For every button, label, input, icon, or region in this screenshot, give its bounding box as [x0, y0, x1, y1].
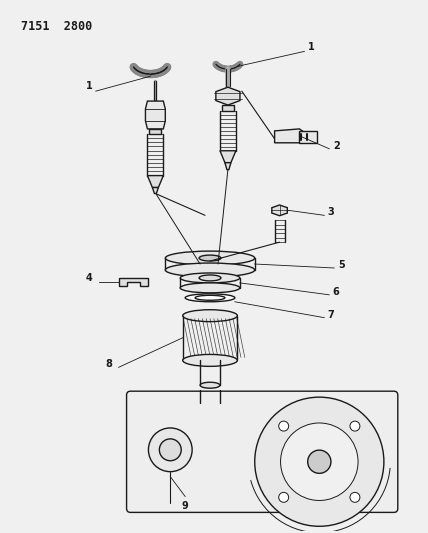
Ellipse shape — [195, 295, 225, 300]
FancyBboxPatch shape — [127, 391, 398, 512]
Text: 5: 5 — [338, 260, 345, 270]
Circle shape — [308, 450, 331, 473]
Ellipse shape — [165, 263, 255, 277]
Polygon shape — [272, 205, 287, 216]
Text: 7151  2800: 7151 2800 — [21, 20, 92, 33]
Polygon shape — [220, 151, 236, 163]
Polygon shape — [216, 87, 240, 105]
Polygon shape — [275, 129, 309, 143]
Ellipse shape — [185, 294, 235, 302]
Text: 3: 3 — [328, 207, 335, 217]
Circle shape — [279, 421, 288, 431]
Ellipse shape — [183, 310, 238, 321]
Ellipse shape — [165, 251, 255, 265]
Ellipse shape — [199, 255, 221, 261]
Circle shape — [281, 423, 358, 500]
Text: 9: 9 — [182, 502, 189, 512]
Text: 1: 1 — [86, 81, 92, 91]
Polygon shape — [300, 131, 317, 143]
Polygon shape — [147, 175, 163, 188]
Text: 2: 2 — [333, 141, 339, 151]
Polygon shape — [119, 278, 149, 286]
Text: 7: 7 — [328, 310, 335, 320]
Polygon shape — [222, 105, 234, 111]
Text: 1: 1 — [308, 43, 315, 52]
Circle shape — [159, 439, 181, 461]
Circle shape — [149, 428, 192, 472]
Polygon shape — [149, 129, 161, 134]
Ellipse shape — [200, 382, 220, 388]
Circle shape — [350, 421, 360, 431]
Ellipse shape — [183, 354, 238, 366]
Circle shape — [350, 492, 360, 502]
Polygon shape — [225, 163, 231, 169]
Text: 8: 8 — [105, 359, 112, 369]
Polygon shape — [152, 188, 158, 193]
Circle shape — [255, 397, 384, 526]
Text: 4: 4 — [86, 273, 92, 283]
Ellipse shape — [180, 283, 240, 293]
Polygon shape — [146, 101, 165, 129]
Ellipse shape — [199, 275, 221, 281]
Circle shape — [279, 492, 288, 502]
Text: 6: 6 — [333, 287, 339, 297]
Ellipse shape — [180, 273, 240, 283]
